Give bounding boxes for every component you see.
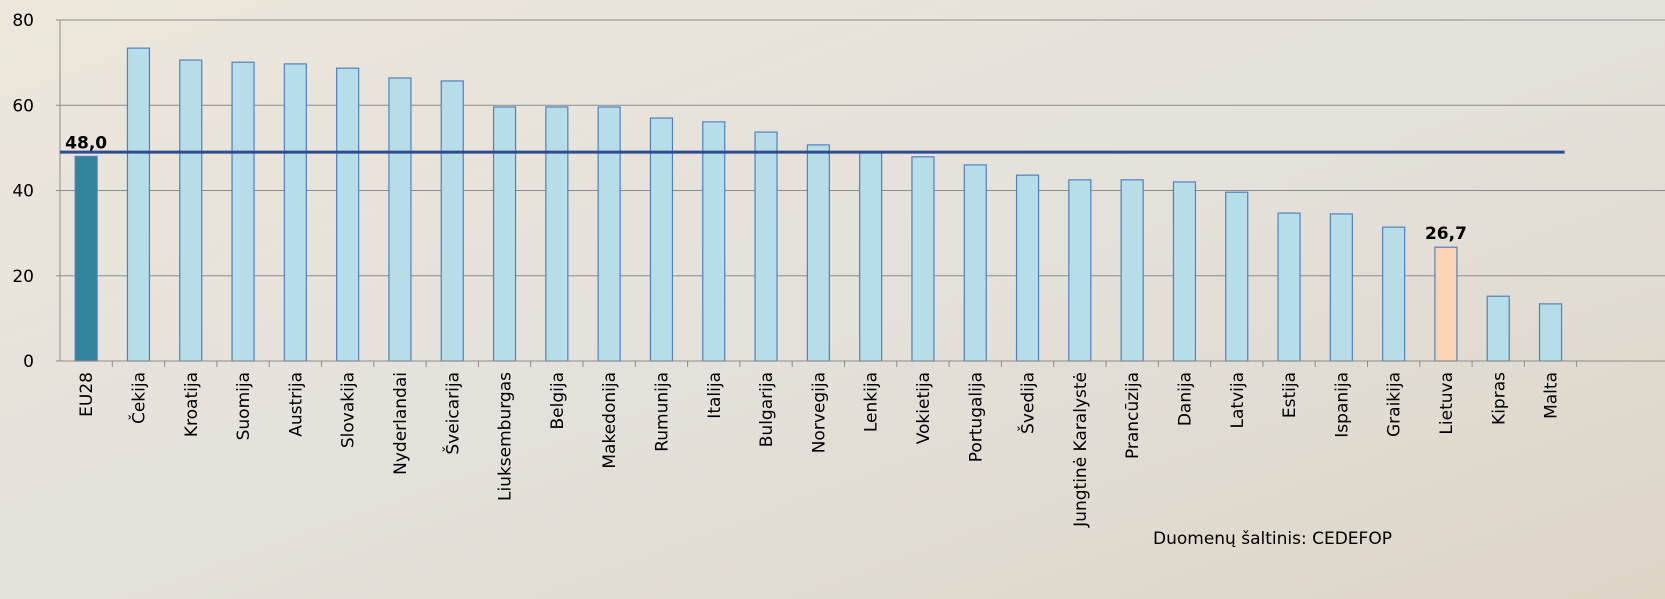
y-tick-label: 40 bbox=[12, 182, 34, 202]
x-tick-label: Ispanija bbox=[1332, 372, 1352, 438]
x-tick-label: Malta bbox=[1542, 372, 1562, 419]
data-label: 26,7 bbox=[1425, 224, 1467, 244]
x-tick-label: Italija bbox=[705, 372, 725, 419]
bar bbox=[598, 107, 620, 361]
bar bbox=[1330, 214, 1352, 361]
x-tick-label: Makedonija bbox=[600, 372, 620, 469]
x-tick-label: Estija bbox=[1280, 372, 1300, 418]
x-tick-label: Jungtinė Karalystė bbox=[1071, 372, 1091, 528]
y-tick-label: 60 bbox=[12, 96, 34, 116]
bar bbox=[807, 145, 829, 361]
bar bbox=[284, 64, 306, 361]
data-label: 48,0 bbox=[65, 133, 107, 153]
bar bbox=[1383, 227, 1405, 361]
x-tick-label: Lenkija bbox=[862, 372, 882, 432]
x-tick-label: Rumunija bbox=[652, 372, 672, 452]
y-tick-label: 80 bbox=[12, 11, 34, 31]
bar bbox=[1278, 213, 1300, 361]
bar bbox=[546, 107, 568, 361]
x-tick-label: Šveicarija bbox=[441, 372, 463, 455]
bar bbox=[1540, 304, 1562, 361]
bar bbox=[1173, 182, 1195, 361]
bar bbox=[75, 156, 97, 361]
bar bbox=[964, 165, 986, 361]
bar bbox=[180, 60, 202, 361]
y-tick-label: 20 bbox=[12, 267, 34, 287]
x-tick-label: Norvegija bbox=[809, 372, 829, 453]
x-tick-label: EU28 bbox=[77, 372, 97, 417]
x-tick-label: Bulgarija bbox=[757, 372, 777, 447]
bar bbox=[127, 48, 149, 361]
bar bbox=[441, 81, 463, 361]
bar bbox=[232, 62, 254, 361]
chart: Duomenų šaltinis: CEDEFOP 0 20 40 60 80 EU28 4… bbox=[0, 0, 1665, 599]
y-tick-label: 0 bbox=[23, 352, 34, 372]
x-tick-label: Liuksemburgas bbox=[496, 372, 516, 501]
x-tick-label: Portugalija bbox=[966, 372, 986, 462]
bar bbox=[1226, 192, 1248, 361]
x-tick-label: Slovakija bbox=[339, 372, 359, 448]
bar bbox=[1121, 180, 1143, 361]
bar bbox=[1435, 247, 1457, 361]
page: {"chart_data": {"type": "bar", "categori… bbox=[0, 0, 1665, 599]
bar bbox=[755, 132, 777, 361]
bar bbox=[860, 152, 882, 361]
bar bbox=[494, 107, 516, 361]
x-tick-label: Nyderlandai bbox=[391, 372, 411, 475]
bar bbox=[1487, 296, 1509, 361]
x-tick-label: Prancūzija bbox=[1123, 372, 1143, 459]
bar bbox=[1017, 175, 1039, 361]
x-tick-label: Belgija bbox=[548, 372, 568, 430]
x-tick-label: Austrija bbox=[286, 372, 306, 437]
bar bbox=[650, 118, 672, 361]
x-tick-label: Latvija bbox=[1228, 372, 1248, 428]
bar bbox=[389, 78, 411, 361]
bar bbox=[1069, 180, 1091, 361]
x-tick-label: Suomija bbox=[234, 372, 254, 440]
x-tick-label: Danija bbox=[1175, 372, 1195, 426]
x-tick-label: Kipras bbox=[1489, 372, 1509, 425]
x-tick-label: Lietuva bbox=[1437, 372, 1457, 435]
source-note: Duomenų šaltinis: CEDEFOP bbox=[1153, 529, 1392, 549]
x-tick-label: Vokietija bbox=[914, 372, 934, 444]
x-tick-label: Švedija bbox=[1017, 372, 1039, 434]
bar bbox=[912, 157, 934, 361]
x-tick-label: Kroatija bbox=[182, 372, 202, 437]
x-tick-label: Graikija bbox=[1385, 372, 1405, 437]
bar bbox=[337, 68, 359, 361]
bar bbox=[703, 122, 725, 361]
x-tick-label: Čekija bbox=[127, 372, 149, 424]
